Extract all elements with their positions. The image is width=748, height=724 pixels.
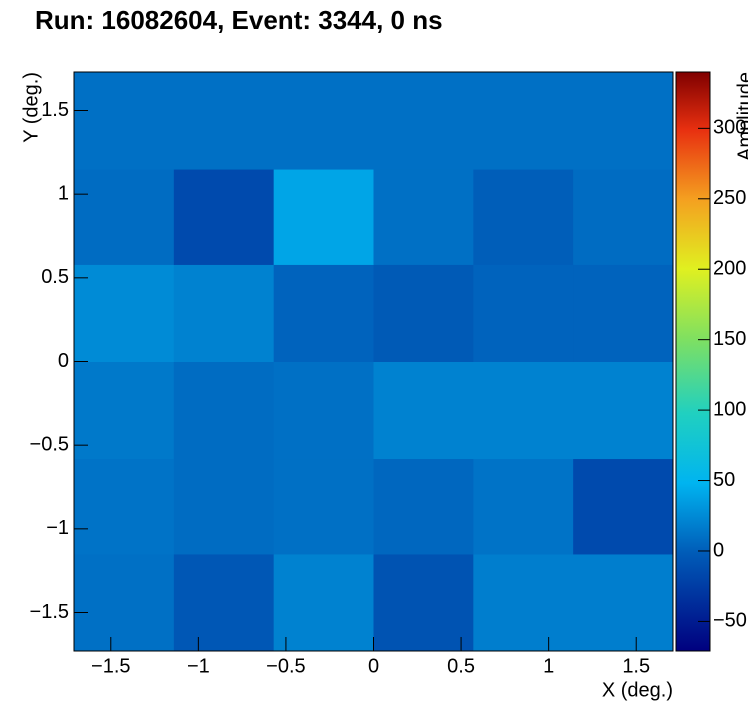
heatmap-cell	[273, 553, 374, 652]
heatmap-cell	[373, 361, 474, 460]
y-axis-label: Y (deg.)	[20, 72, 42, 143]
heatmap-cell	[173, 169, 275, 265]
y-tick-label: 0	[58, 350, 69, 372]
z-tick-label: 0	[713, 539, 724, 561]
heatmap-cell	[473, 553, 574, 652]
x-tick-label: −1.5	[91, 655, 130, 677]
y-tick-label: −0.5	[30, 433, 69, 455]
heatmap-cell	[74, 169, 175, 265]
z-tick-label: 250	[713, 187, 746, 209]
heatmap-cell	[473, 361, 574, 460]
heatmap-cell	[573, 72, 674, 170]
heatmap-cell	[273, 361, 374, 460]
heatmap-cell	[473, 458, 574, 555]
y-tick-label: 0.5	[41, 266, 69, 288]
y-tick-label: 1	[58, 182, 69, 204]
heatmap-cell	[373, 169, 474, 265]
chart-title: Run: 16082604, Event: 3344, 0 ns	[35, 5, 443, 35]
z-tick-label: 100	[713, 398, 746, 420]
heatmap-cell	[74, 553, 175, 652]
heatmap-cell	[173, 72, 275, 170]
heatmap-cell	[473, 169, 574, 265]
z-tick-label: −50	[713, 610, 747, 632]
heatmap-cell	[573, 264, 674, 362]
y-tick-label: 1.5	[41, 99, 69, 121]
heatmap-cell	[473, 72, 574, 170]
z-tick-label: 300	[713, 117, 746, 139]
heatmap-cell	[573, 169, 674, 265]
z-tick-label: 200	[713, 258, 746, 280]
heatmap-cell	[473, 264, 574, 362]
heatmap-cell	[173, 264, 275, 362]
y-tick-label: −1.5	[30, 601, 69, 623]
heatmap-cell	[373, 458, 474, 555]
heatmap-cell	[273, 264, 374, 362]
x-tick-label: −0.5	[266, 655, 305, 677]
colorbar	[675, 71, 711, 652]
heatmap-cell	[373, 553, 474, 652]
z-tick-label: 50	[713, 469, 735, 491]
x-tick-label: −1	[187, 655, 210, 677]
z-tick-label: 150	[713, 328, 746, 350]
x-axis-label: X (deg.)	[602, 679, 673, 701]
heatmap-cell	[373, 264, 474, 362]
x-tick-label: 0.5	[447, 655, 475, 677]
heatmap-cell	[74, 264, 175, 362]
y-tick-label: −1	[46, 517, 69, 539]
heatmap-cell	[74, 361, 175, 460]
heatmap-cell	[373, 72, 474, 170]
heatmap-cell	[74, 458, 175, 555]
heatmap-cell	[273, 169, 374, 265]
heatmap-cell	[573, 553, 674, 652]
heatmap-cell	[273, 72, 374, 170]
heatmap-cell	[173, 458, 275, 555]
heatmap-cell	[74, 72, 175, 170]
z-axis-label: Amplitude	[734, 72, 748, 161]
heatmap-cell	[573, 361, 674, 460]
x-tick-label: 1.5	[622, 655, 650, 677]
heatmap-cell	[173, 361, 275, 460]
heatmap-cell	[273, 458, 374, 555]
heatmap-cell	[173, 553, 275, 652]
x-tick-label: 0	[368, 655, 379, 677]
heatmap-cell	[573, 458, 674, 555]
x-tick-label: 1	[543, 655, 554, 677]
